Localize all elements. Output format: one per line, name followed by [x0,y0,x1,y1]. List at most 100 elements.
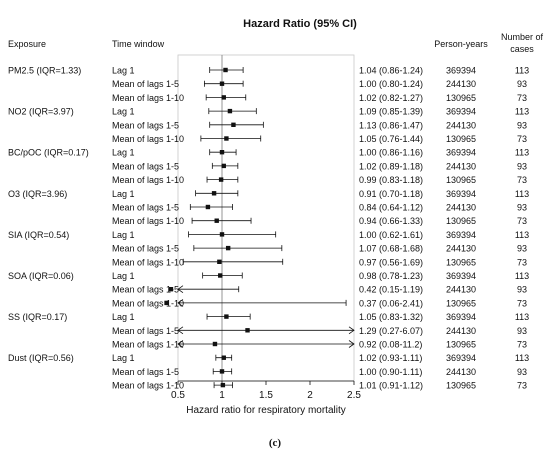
person-years-value: 369394 [446,148,476,158]
x-axis-label: Hazard ratio for respiratory mortality [186,405,346,416]
x-tick-label: 2 [307,390,313,401]
hr-ci-label: 0.94 (0.66-1.33) [359,216,423,226]
exposure-label: NO2 (IQR=3.97) [8,107,74,117]
time-window-label: Mean of lags 1-5 [112,120,179,130]
person-years-value: 244130 [446,367,476,377]
cases-value: 113 [515,230,529,240]
hazard-ratio-point [164,300,169,306]
time-window-label: Mean of lags 1-10 [112,381,184,391]
plot-frame [177,54,355,382]
person-years-value: 369394 [446,353,476,363]
ci-arrow-left [177,340,184,348]
header-cases-line2: cases [510,44,534,54]
hazard-ratio-point [168,287,174,292]
hazard-ratio-point [218,273,223,278]
hr-ci-label: 0.98 (0.78-1.23) [359,271,423,281]
time-window-label: Mean of lags 1-5 [112,203,179,213]
cases-value: 113 [515,189,529,199]
x-axis: 0.5 1 1.5 2 2.5 [171,380,361,401]
exposure-label: BC/pOC (IQR=0.17) [8,148,89,158]
exposure-label: Dust (IQR=0.56) [8,353,74,363]
hr-ci-label: 0.99 (0.83-1.18) [359,175,423,185]
hr-ci-label: 1.29 (0.27-6.07) [359,326,423,336]
time-window-label: Lag 1 [112,66,135,76]
hazard-ratio-point [219,369,225,374]
hazard-ratio-point [221,355,226,360]
exposure-label: SS (IQR=0.17) [8,312,67,322]
hazard-ratio-point [224,314,229,319]
hazard-ratio-point [211,191,217,196]
hr-ci-label: 1.02 (0.89-1.18) [359,161,423,171]
hazard-ratio-point [219,232,225,237]
person-years-value: 130965 [446,257,476,267]
person-years-value: 244130 [446,161,476,171]
cases-value: 73 [517,93,527,103]
forest-rows: PM2.5 (IQR=1.33) Lag 1 1.04 (0.86-1.24) 369… [8,66,529,391]
hazard-ratio-point [223,67,228,73]
cases-value: 93 [517,285,527,295]
person-years-value: 244130 [446,79,476,89]
cases-value: 73 [517,216,527,226]
time-window-label: Mean of lags 1-10 [112,93,184,103]
hr-ci-label: 0.37 (0.06-2.41) [359,298,423,308]
person-years-value: 244130 [446,203,476,213]
hr-ci-label: 0.91 (0.70-1.18) [359,189,423,199]
person-years-value: 369394 [446,271,476,281]
person-years-value: 244130 [446,244,476,254]
person-years-value: 130965 [446,340,476,350]
hr-ci-label: 1.02 (0.93-1.11) [359,353,422,363]
time-window-label: Mean of lags 1-5 [112,326,179,336]
person-years-value: 369394 [446,230,476,240]
time-window-label: Lag 1 [112,353,135,363]
hazard-ratio-point [212,341,218,347]
person-years-value: 130965 [446,381,476,391]
hazard-ratio-point [221,163,226,169]
cases-value: 113 [515,148,529,158]
person-years-value: 130965 [446,175,476,185]
exposure-label: SOA (IQR=0.06) [8,271,74,281]
hazard-ratio-point [214,218,219,223]
time-window-label: Mean of lags 1-10 [112,134,184,144]
time-window-label: Lag 1 [112,148,135,158]
hazard-ratio-point [225,245,231,251]
hr-ci-label: 1.00 (0.62-1.61) [359,230,423,240]
hr-ci-label: 1.05 (0.83-1.32) [359,312,423,322]
hazard-ratio-point [220,382,226,388]
cases-value: 113 [515,312,529,322]
hr-ci-label: 0.42 (0.15-1.19) [359,285,423,295]
person-years-value: 244130 [446,326,476,336]
time-window-label: Lag 1 [112,312,135,322]
cases-value: 113 [515,353,529,363]
header-person-years: Person-years [434,39,488,49]
x-tick-label: 0.5 [171,390,185,401]
cases-value: 73 [517,257,527,267]
ci-arrow-right [348,340,355,348]
cases-value: 93 [517,244,527,254]
exposure-label: O3 (IQR=3.96) [8,189,67,199]
hazard-ratio-point [224,136,229,141]
cases-value: 93 [517,161,527,171]
time-window-label: Mean of lags 1-10 [112,175,184,185]
cases-value: 93 [517,203,527,213]
cases-value: 73 [517,175,527,185]
time-window-label: Mean of lags 1-5 [112,79,179,89]
hr-ci-label: 0.84 (0.64-1.12) [359,203,423,213]
header-time-window: Time window [112,39,165,49]
exposure-label: PM2.5 (IQR=1.33) [8,66,81,76]
ci-arrow-left [177,285,184,294]
hazard-ratio-point [227,108,233,114]
time-window-label: Mean of lags 1-5 [112,244,179,254]
cases-value: 113 [515,66,529,76]
exposure-label: SIA (IQR=0.54) [8,230,69,240]
time-window-label: Lag 1 [112,271,135,281]
figure-caption: (c) [268,437,282,449]
cases-value: 93 [517,326,527,336]
hr-ci-label: 1.00 (0.90-1.11) [359,367,422,377]
hr-ci-label: 1.07 (0.68-1.68) [359,244,423,254]
x-tick-label: 2.5 [347,390,361,401]
hr-ci-label: 1.01 (0.91-1.12) [359,381,423,391]
time-window-label: Lag 1 [112,230,135,240]
person-years-value: 369394 [446,66,476,76]
hazard-ratio-point [245,328,250,333]
